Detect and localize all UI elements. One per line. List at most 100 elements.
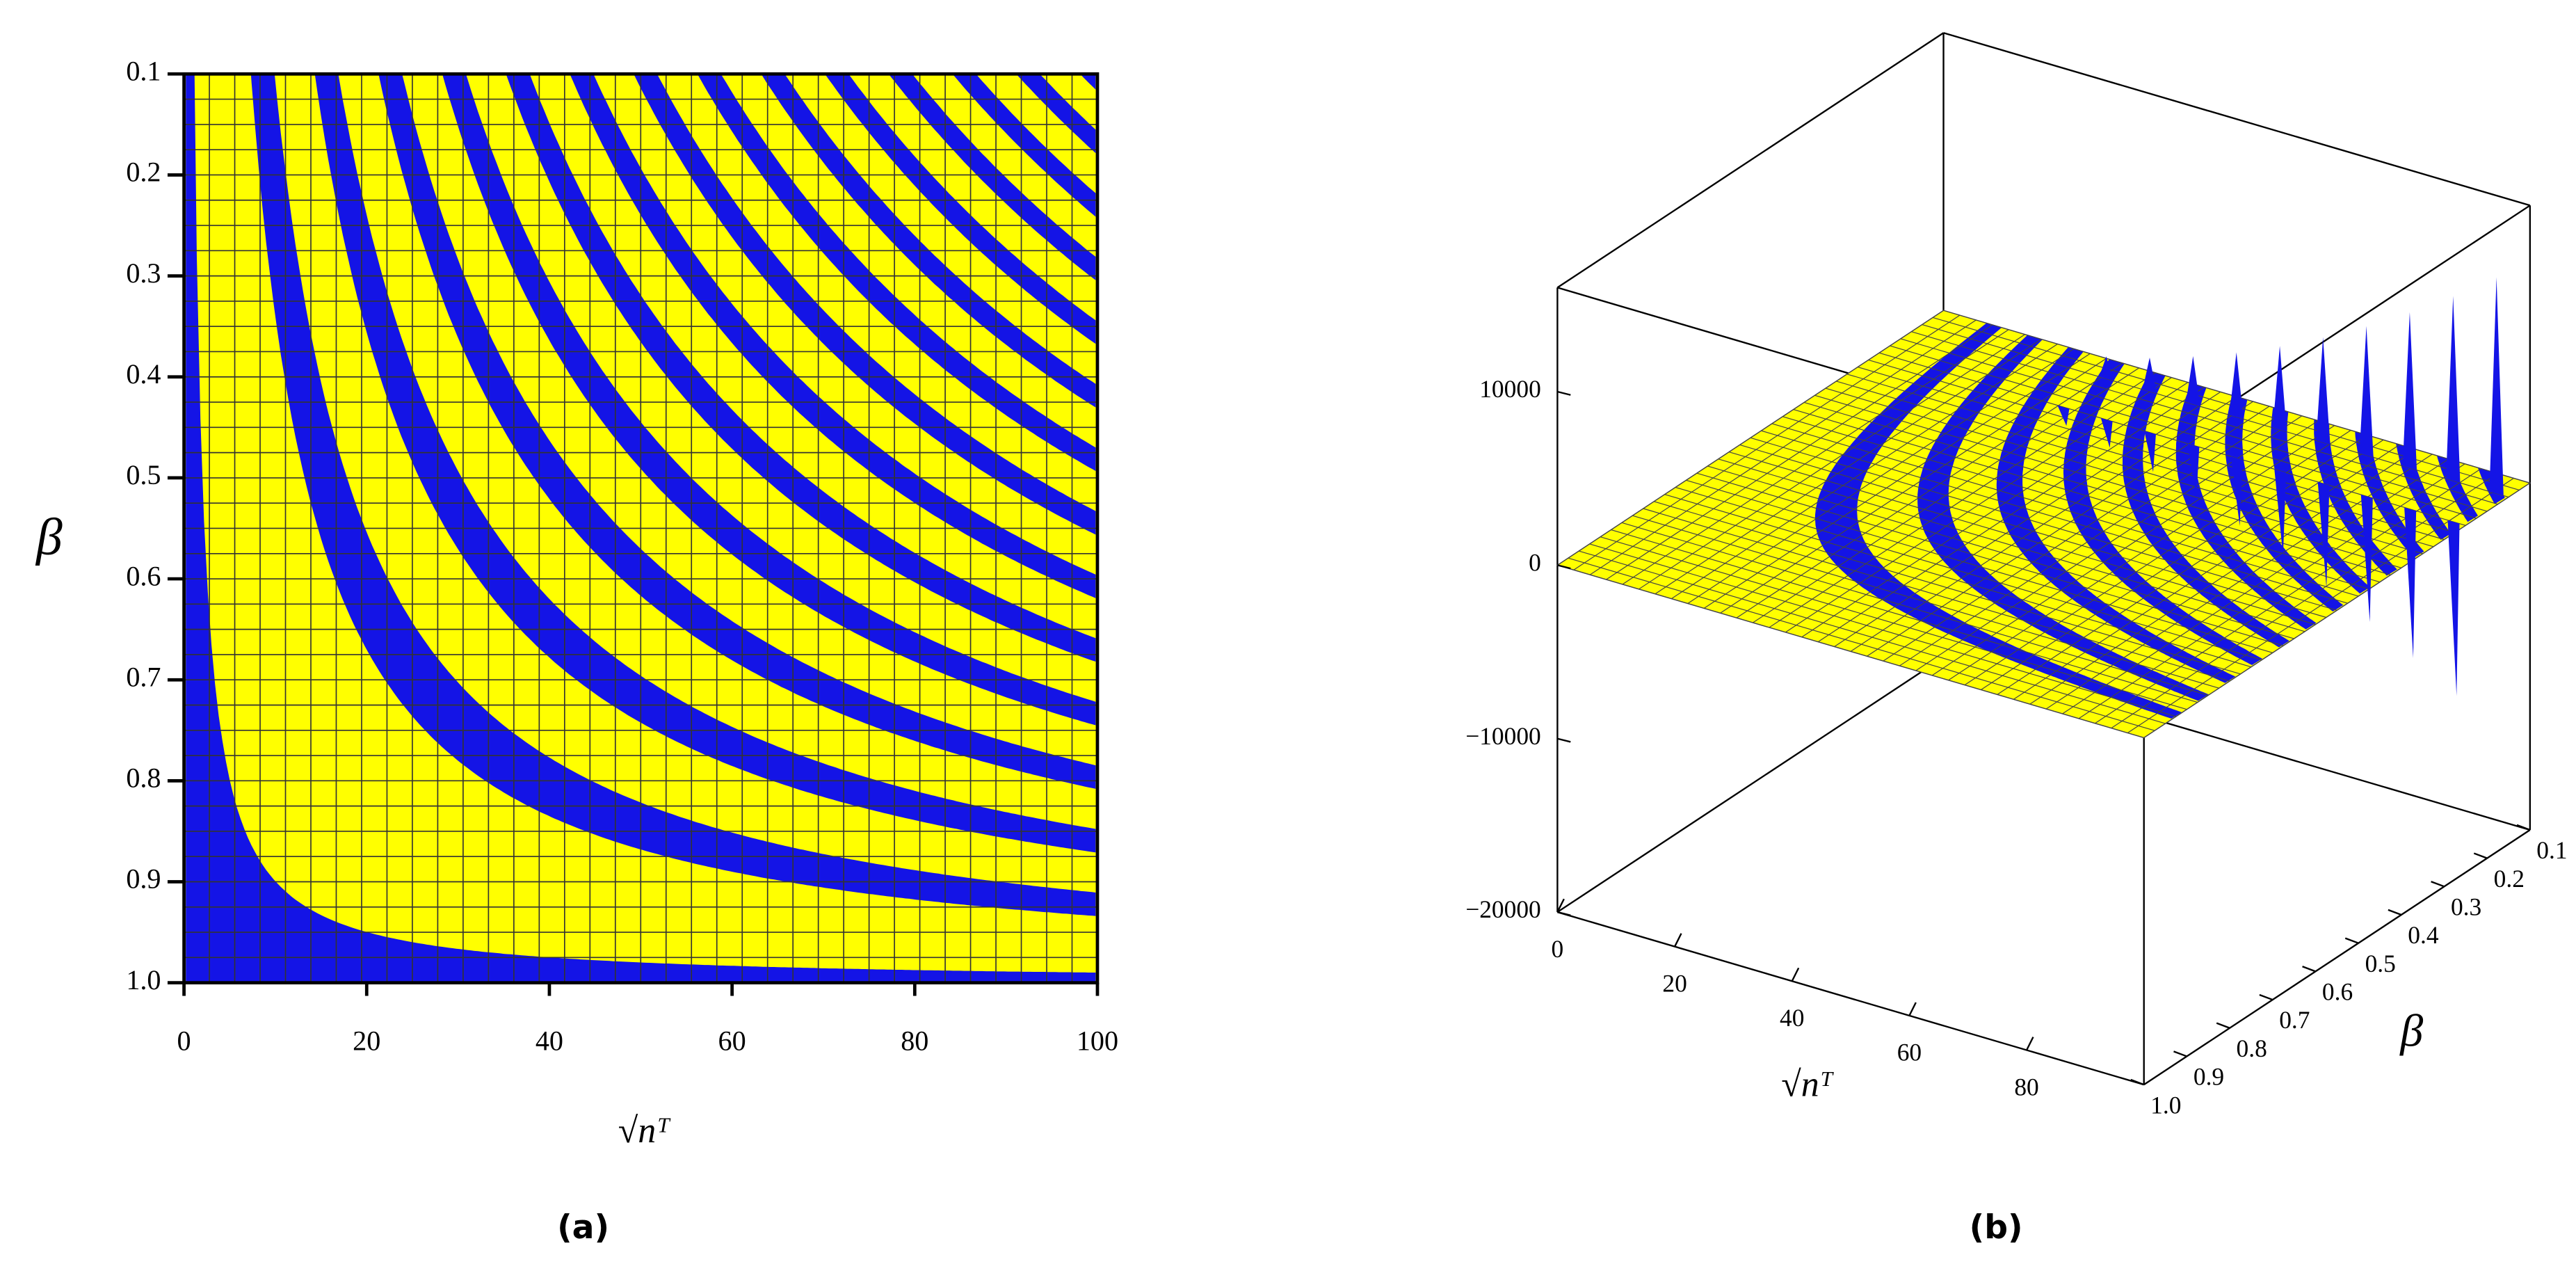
grid-line xyxy=(1911,331,2498,505)
y-tick xyxy=(2216,1022,2230,1029)
y-tick-label: 0.8 xyxy=(2237,1034,2267,1062)
y-tick-label: 0.6 xyxy=(2322,978,2353,1006)
grid-line xyxy=(2078,463,2465,719)
spike xyxy=(2360,495,2373,623)
region xyxy=(1016,74,1096,154)
z-tick-label: −10000 xyxy=(1465,722,1541,750)
region xyxy=(378,74,1096,789)
region xyxy=(1814,323,2182,719)
y-tick xyxy=(2473,852,2488,859)
spike xyxy=(2142,358,2157,394)
spike xyxy=(2144,431,2156,472)
y-tick xyxy=(2173,1050,2187,1057)
y-tick xyxy=(2130,1078,2145,1086)
grid-line xyxy=(2095,468,2481,724)
x-tick-label: 60 xyxy=(1897,1039,1922,1066)
spike xyxy=(2230,456,2243,527)
region xyxy=(697,74,1096,472)
grid-line xyxy=(2143,482,2531,738)
z-tick xyxy=(1557,564,1571,570)
z-tick-label: −20000 xyxy=(1465,895,1541,923)
y-tick xyxy=(2431,881,2445,888)
y-tick-label: 0.3 xyxy=(2451,893,2481,921)
y-tick-label: 0.9 xyxy=(126,863,161,895)
region xyxy=(186,0,1095,26)
region xyxy=(888,74,1096,280)
x-tick-label: 0 xyxy=(1552,935,1564,963)
x-tick-label: 60 xyxy=(718,1025,746,1056)
spike xyxy=(2447,520,2460,696)
box-edge xyxy=(1557,911,2145,1086)
x-tick-label: 80 xyxy=(2014,1073,2038,1101)
spike xyxy=(2446,296,2461,483)
region xyxy=(186,74,1096,983)
x-tick-label: 20 xyxy=(1662,969,1687,997)
spike xyxy=(2187,443,2200,498)
surface-detail xyxy=(1557,277,2531,738)
spike xyxy=(2274,469,2287,557)
grid-line xyxy=(1890,345,2477,519)
spike xyxy=(2100,417,2113,448)
region xyxy=(1079,74,1096,90)
region xyxy=(1917,335,2209,701)
caption: (b) xyxy=(1970,1208,2023,1247)
y-tick-label: 0.3 xyxy=(126,257,161,289)
x-tick xyxy=(1556,898,1565,913)
spike xyxy=(2272,346,2287,432)
spike xyxy=(2359,326,2374,458)
y-tick-label: 0.5 xyxy=(2365,950,2396,977)
y-tick-label: 0.7 xyxy=(2279,1006,2310,1034)
y-tick-label: 1.0 xyxy=(2150,1091,2181,1119)
box-edge xyxy=(1556,32,1945,289)
y-tick-label: 0.2 xyxy=(126,157,161,188)
x-tick-label: 80 xyxy=(901,1025,928,1056)
y-tick-label: 0.4 xyxy=(2408,921,2439,949)
regions xyxy=(184,0,1097,983)
y-tick-label: 1.0 xyxy=(126,964,161,996)
y-tick-label: 0.1 xyxy=(126,56,161,87)
spike xyxy=(2099,356,2114,381)
x-tick xyxy=(2026,1037,2034,1051)
region xyxy=(761,74,1096,408)
y-tick-label: 0.1 xyxy=(2536,836,2567,864)
box-edge xyxy=(1943,32,2531,207)
y-tick-label: 0.9 xyxy=(2193,1063,2224,1091)
region xyxy=(634,74,1096,535)
grid-line xyxy=(1932,317,2520,490)
z-tick xyxy=(1557,390,1571,396)
spike xyxy=(2489,277,2504,496)
spike xyxy=(2229,352,2244,419)
x-axis-label: √nᵀ xyxy=(1781,1065,1834,1105)
y-tick-label: 0.7 xyxy=(126,661,161,692)
y-tick xyxy=(2388,909,2402,916)
y-tick-label: 0.5 xyxy=(126,459,161,490)
x-tick-label: 0 xyxy=(177,1025,191,1056)
x-tick-label: 40 xyxy=(536,1025,563,1056)
z-tick-label: 0 xyxy=(1529,548,1541,576)
y-tick xyxy=(2259,993,2273,1001)
spike xyxy=(2402,312,2417,470)
spike xyxy=(2404,507,2417,658)
region xyxy=(952,74,1096,217)
z-tick xyxy=(1557,737,1571,743)
spike xyxy=(2316,337,2331,445)
y-tick xyxy=(2344,937,2359,944)
x-tick-label: 100 xyxy=(1077,1025,1118,1056)
x-tick xyxy=(1674,933,1682,948)
grid-line xyxy=(2111,472,2498,729)
spike xyxy=(2186,355,2200,407)
x-tick xyxy=(1908,1002,1917,1016)
z-tick xyxy=(1557,911,1571,916)
grid-line xyxy=(1878,352,2466,526)
y-tick-label: 0.4 xyxy=(126,358,161,390)
y-tick-label: 0.6 xyxy=(126,560,161,591)
y-axis-label: β xyxy=(2399,1005,2423,1056)
x-axis-label: √nᵀ xyxy=(618,1111,671,1151)
region xyxy=(2063,359,2263,666)
box-edge xyxy=(1556,656,1945,913)
spike xyxy=(2317,481,2330,589)
y-axis-label: β xyxy=(35,509,63,566)
plot-frame xyxy=(182,72,1100,985)
x-tick xyxy=(1791,967,1800,982)
